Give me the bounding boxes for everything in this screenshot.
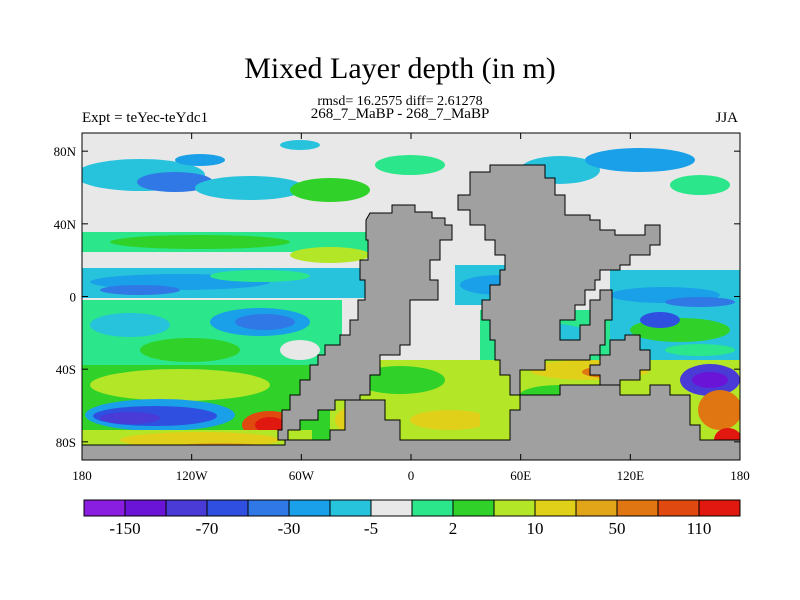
colorbar-swatch [165, 499, 208, 517]
land-mask [82, 164, 740, 460]
colorbar-swatch [329, 499, 372, 517]
x-tick-label: 0 [408, 468, 415, 483]
colorbar-swatch [288, 499, 331, 517]
experiment-label: Expt = teYec-teYdc1 [82, 110, 209, 126]
colorbar-swatch [124, 499, 167, 517]
x-axis-ticks: 180 120W 60W 0 60E 120E 180 [72, 133, 750, 483]
y-tick-label: 80S [56, 435, 76, 450]
colorbar: -150 -70 -30 -5 2 10 50 110 [83, 499, 741, 538]
colorbar-label: 2 [449, 519, 458, 538]
y-axis-ticks: 80N 40N 0 40S 80S [54, 144, 740, 450]
colorbar-swatch [206, 499, 249, 517]
colorbar-swatch [493, 499, 536, 517]
colorbar-swatch [83, 499, 126, 517]
land-africa-eurasia [457, 164, 661, 396]
y-tick-label: 0 [70, 290, 77, 305]
colorbar-label: -5 [364, 519, 378, 538]
plot-area [82, 133, 740, 460]
colorbar-label: 10 [527, 519, 544, 538]
chart-title: Mixed Layer depth (in m) [244, 52, 556, 85]
colorbar-label: -30 [278, 519, 301, 538]
colorbar-swatch [575, 499, 618, 517]
colorbar-swatch [657, 499, 700, 517]
x-tick-label: 60E [510, 468, 531, 483]
colorbar-swatch [370, 499, 413, 517]
x-tick-label: 60W [289, 468, 315, 483]
season-label: JJA [715, 110, 738, 126]
y-tick-label: 80N [54, 144, 77, 159]
x-tick-label: 120W [176, 468, 209, 483]
stats-line: rmsd= 16.2575 diff= 2.61278 [317, 94, 483, 109]
colorbar-label: 50 [609, 519, 626, 538]
land-australia [589, 334, 651, 386]
chart-subtitle: 268_7_MaBP - 268_7_MaBP [310, 106, 490, 122]
y-tick-label: 40N [54, 217, 77, 232]
colorbar-swatch [452, 499, 495, 517]
colorbar-label: -70 [196, 519, 219, 538]
colorbar-swatch [698, 499, 741, 517]
y-tick-label: 40S [56, 362, 76, 377]
colorbar-label: 110 [687, 519, 712, 538]
land-americas [277, 204, 453, 441]
colorbar-swatch [616, 499, 659, 517]
x-tick-label: 120E [617, 468, 645, 483]
x-tick-label: 180 [730, 468, 750, 483]
x-tick-label: 180 [72, 468, 92, 483]
colorbar-swatch [534, 499, 577, 517]
colorbar-swatch [411, 499, 454, 517]
colorbar-label: -150 [109, 519, 140, 538]
land-antarctica [82, 384, 740, 460]
colorbar-swatch [247, 499, 290, 517]
